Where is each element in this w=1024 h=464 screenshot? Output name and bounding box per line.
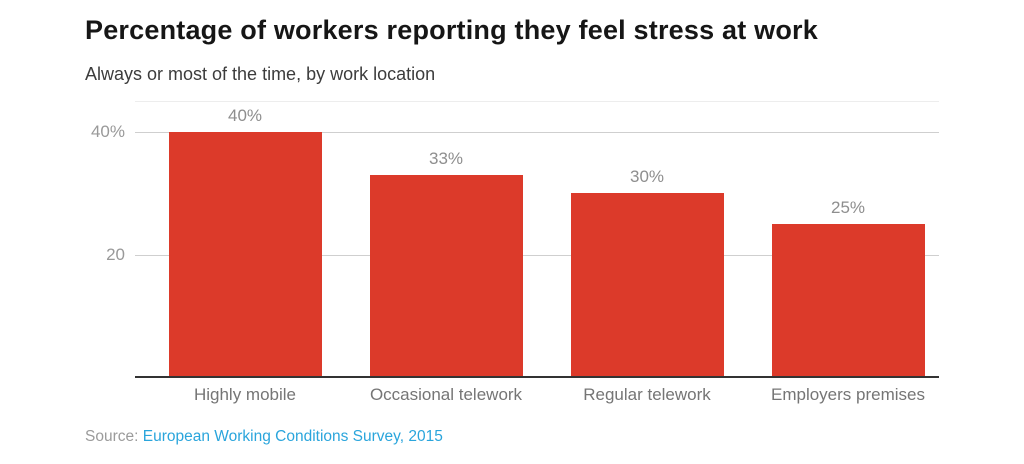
bar-value-label-highly-mobile: 40% (227, 106, 263, 125)
bar-value-label-regular-telework: 30% (629, 167, 665, 186)
bar-highly-mobile (168, 132, 322, 377)
x-axis-line (135, 376, 939, 378)
gridline-20 (135, 255, 939, 256)
x-category-label-highly-mobile: Highly mobile (193, 385, 297, 404)
bar-value-label-occasional-telework: 33% (428, 149, 464, 168)
chart-title: Percentage of workers reporting they fee… (85, 15, 818, 45)
bar-regular-telework (570, 193, 724, 377)
source-link[interactable]: European Working Conditions Survey, 2015 (142, 428, 443, 445)
x-category-label-regular-telework: Regular telework (583, 385, 711, 404)
plot-top-gridline (135, 101, 939, 102)
bar-value-label-employers-premises: 25% (830, 198, 866, 217)
bar-occasional-telework (369, 175, 523, 377)
source-label: Source: (85, 428, 139, 445)
y-tick-label-40: 40% (90, 122, 125, 141)
x-category-label-occasional-telework: Occasional telework (369, 385, 523, 404)
x-category-label-employers-premises: Employers premises (771, 385, 925, 404)
y-tick-label-20: 20 (106, 245, 125, 264)
chart-subtitle: Always or most of the time, by work loca… (85, 64, 436, 84)
source-line: Source: European Working Conditions Surv… (85, 428, 443, 446)
bar-employers-premises (771, 224, 925, 377)
gridline-40 (135, 132, 939, 133)
